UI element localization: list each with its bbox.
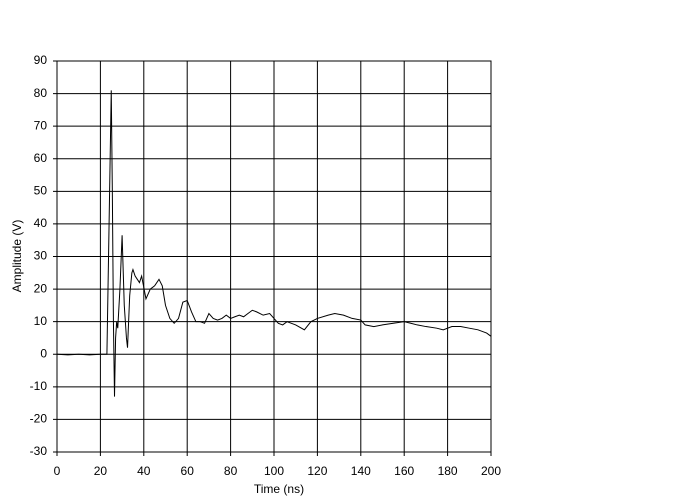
y-tick-label: 60 xyxy=(34,151,48,165)
y-tick-label: -20 xyxy=(30,412,48,426)
y-tick-label: 30 xyxy=(34,249,48,263)
x-tick-label: 200 xyxy=(481,464,501,478)
x-tick-label: 100 xyxy=(264,464,284,478)
y-tick-label: 80 xyxy=(34,86,48,100)
x-tick-label: 80 xyxy=(224,464,238,478)
y-tick-label: 90 xyxy=(34,53,48,67)
x-tick-label: 160 xyxy=(394,464,414,478)
x-tick-label: 40 xyxy=(137,464,151,478)
x-tick-label: 180 xyxy=(438,464,458,478)
y-tick-label: 40 xyxy=(34,216,48,230)
y-axis-label: Amplitude (V) xyxy=(10,220,24,293)
x-tick-label: 140 xyxy=(351,464,371,478)
x-tick-label: 20 xyxy=(94,464,108,478)
y-tick-label: 20 xyxy=(34,281,48,295)
y-tick-label: 10 xyxy=(34,314,48,328)
y-tick-label: 0 xyxy=(40,346,47,360)
y-tick-label: -10 xyxy=(30,379,48,393)
data-line xyxy=(56,90,492,397)
x-axis-label: Time (ns) xyxy=(254,482,304,496)
x-tick-label: 120 xyxy=(307,464,327,478)
y-tick-label: 50 xyxy=(34,184,48,198)
x-tick-label: 0 xyxy=(54,464,61,478)
y-tick-label: -30 xyxy=(30,444,48,458)
x-tick-label: 60 xyxy=(181,464,195,478)
y-tick-label: 70 xyxy=(34,118,48,132)
